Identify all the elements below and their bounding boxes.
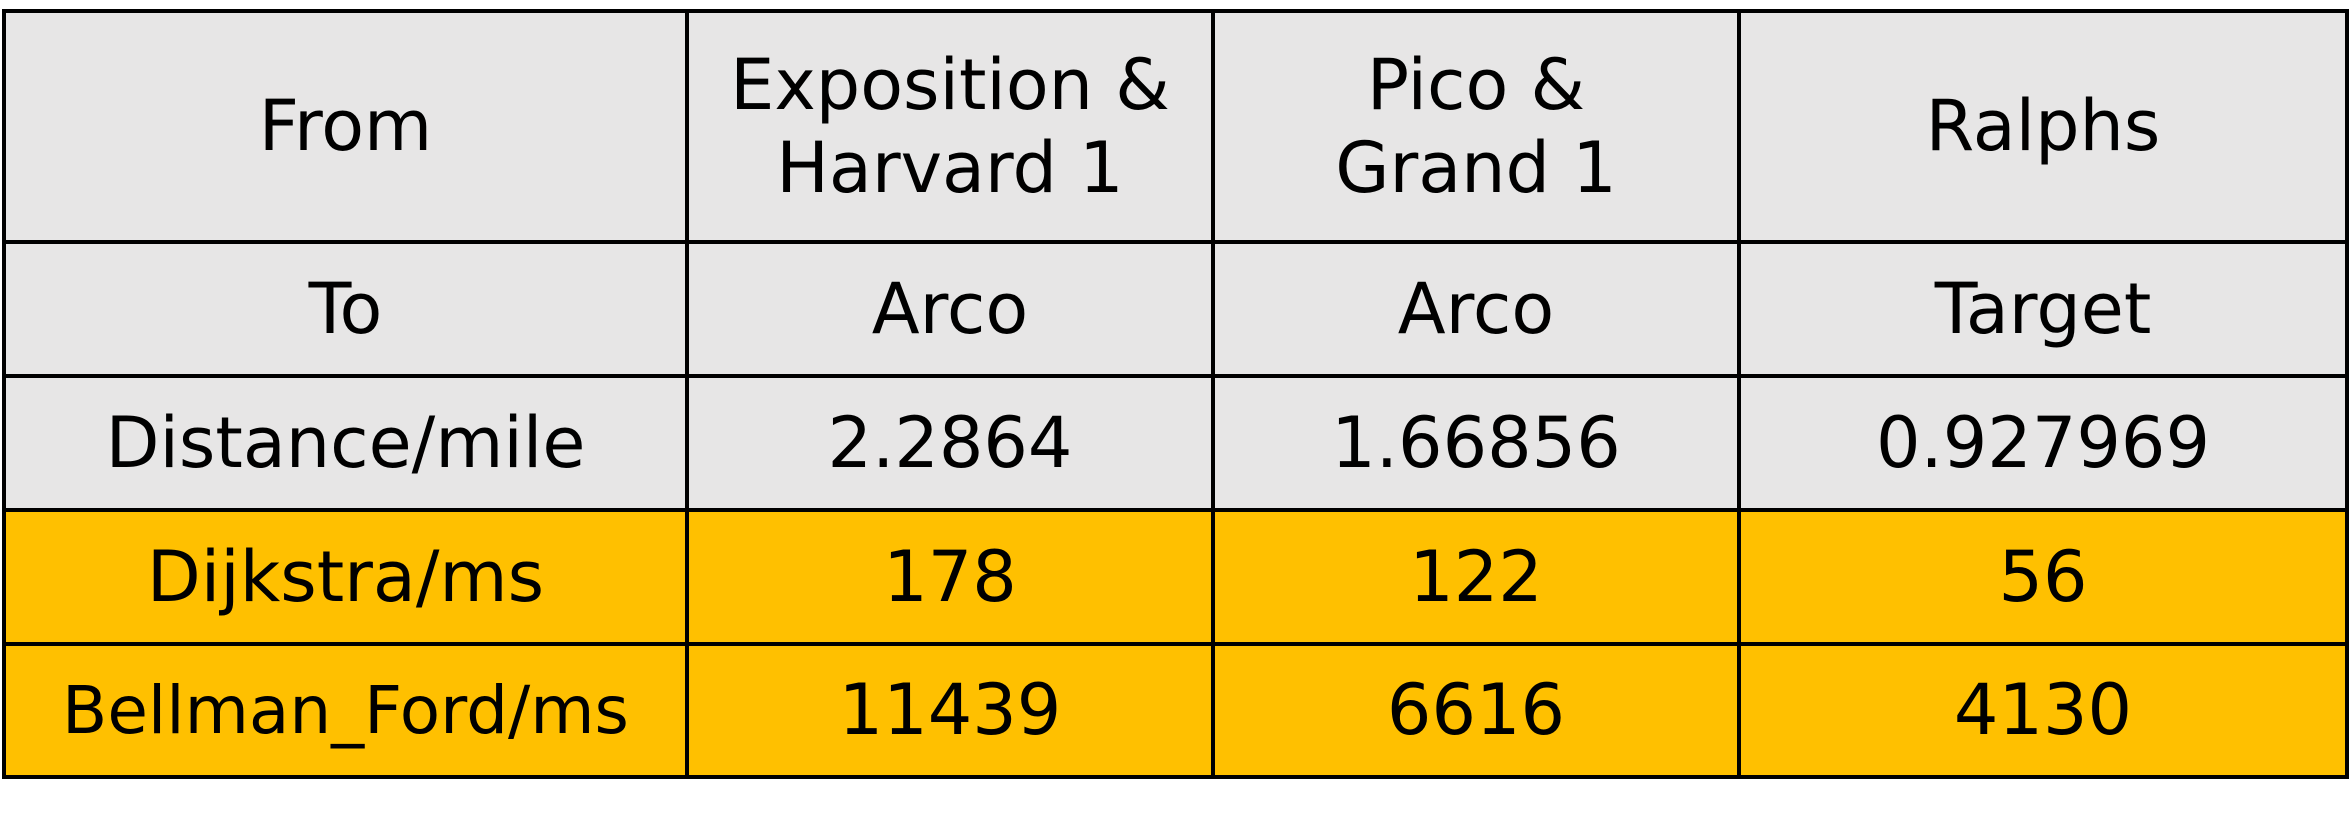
cell-to-col1: Arco [685,240,1215,378]
cell-bellman-ford-col1: 11439 [685,642,1215,779]
results-table: From Exposition & Harvard 1 Pico & Grand… [2,9,2349,779]
cell-to-col3: Target [1737,240,2349,378]
row-label-dijkstra: Dijkstra/ms [2,508,689,646]
table-row-bellman-ford: Bellman_Ford/ms 11439 6616 4130 [2,642,2349,779]
table-row-from: From Exposition & Harvard 1 Pico & Grand… [2,9,2349,244]
row-label-from: From [2,9,689,244]
row-label-distance: Distance/mile [2,374,689,512]
cell-from-col1: Exposition & Harvard 1 [685,9,1215,244]
cell-from-col3: Ralphs [1737,9,2349,244]
cell-from-col2: Pico & Grand 1 [1211,9,1741,244]
cell-distance-col1: 2.2864 [685,374,1215,512]
cell-bellman-ford-col2: 6616 [1211,642,1741,779]
table-row-to: To Arco Arco Target [2,240,2349,378]
cell-dijkstra-col2: 122 [1211,508,1741,646]
table-row-dijkstra: Dijkstra/ms 178 122 56 [2,508,2349,646]
row-label-to: To [2,240,689,378]
cell-distance-col2: 1.66856 [1211,374,1741,512]
cell-bellman-ford-col3: 4130 [1737,642,2349,779]
cell-to-col2: Arco [1211,240,1741,378]
cell-dijkstra-col3: 56 [1737,508,2349,646]
cell-dijkstra-col1: 178 [685,508,1215,646]
cell-distance-col3: 0.927969 [1737,374,2349,512]
row-label-bellman-ford: Bellman_Ford/ms [2,642,689,779]
table-row-distance: Distance/mile 2.2864 1.66856 0.927969 [2,374,2349,512]
